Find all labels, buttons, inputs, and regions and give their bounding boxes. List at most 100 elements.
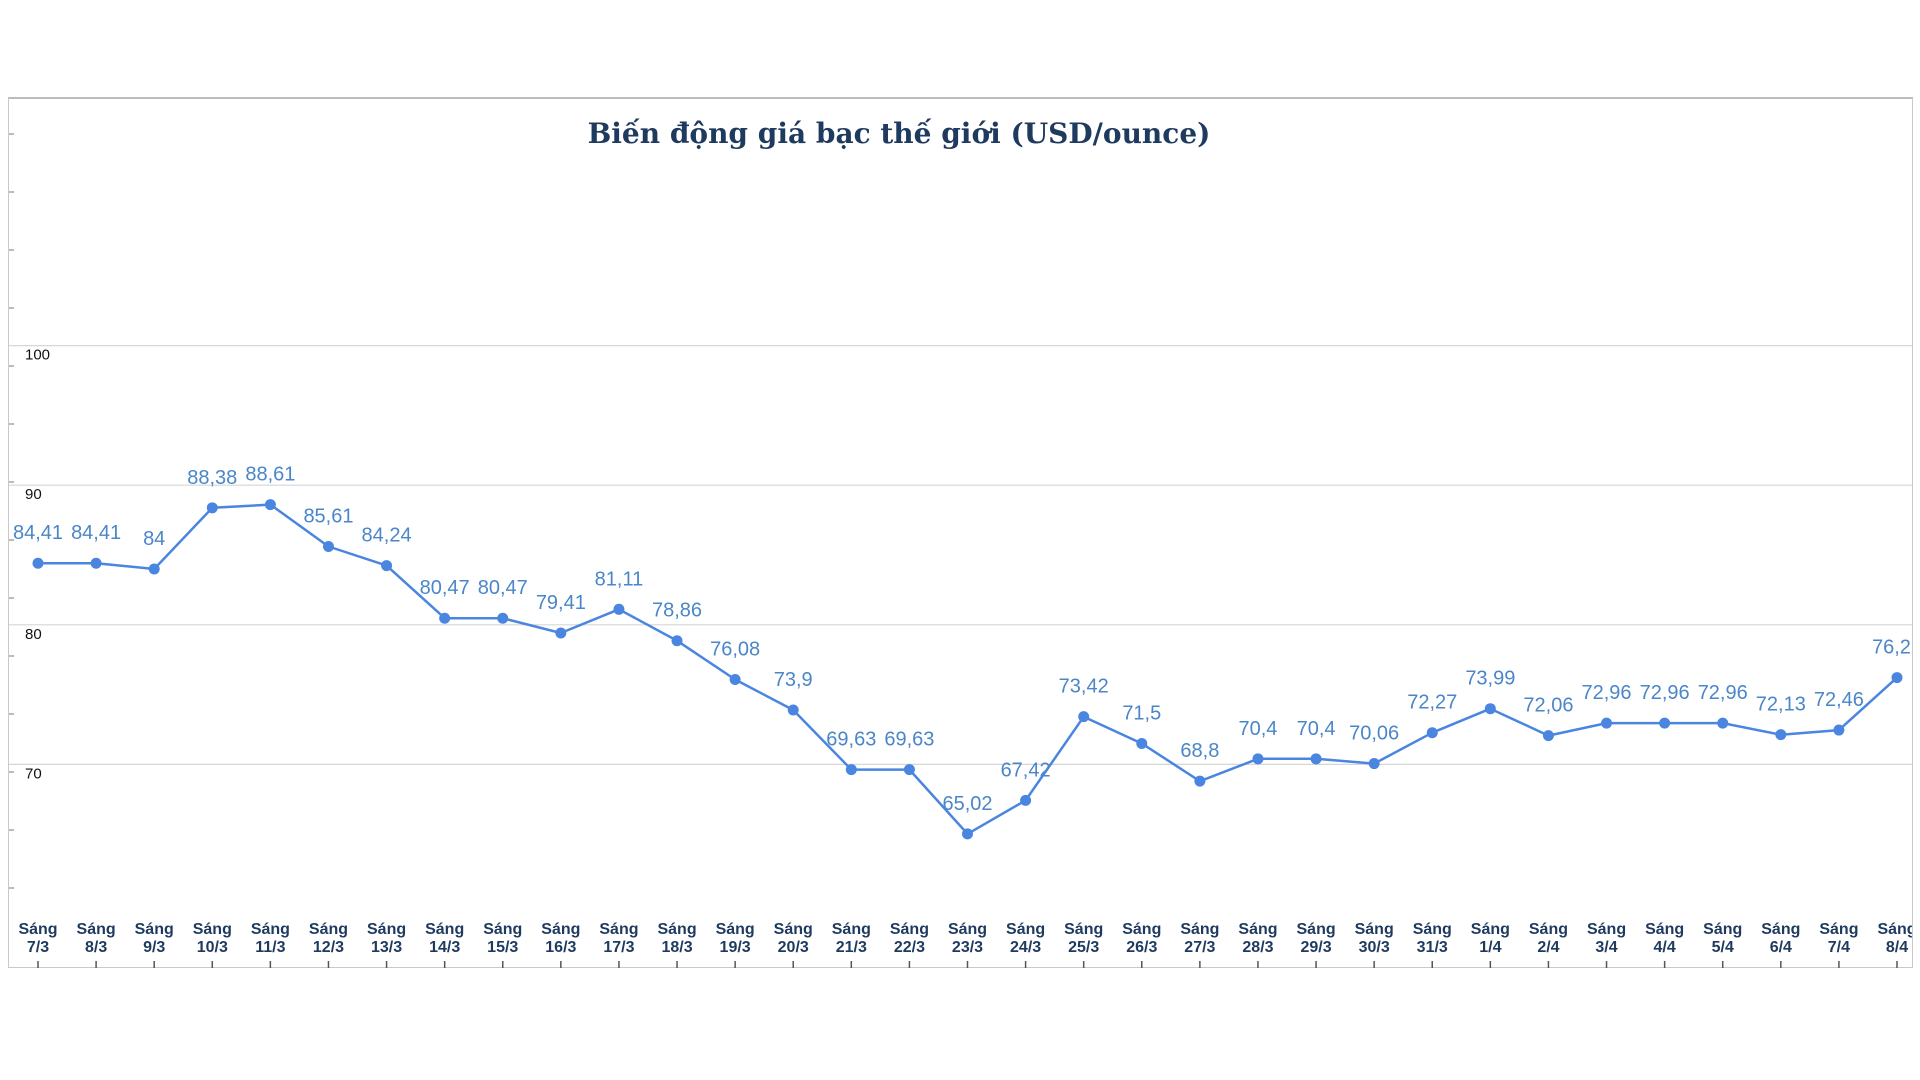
data-label: 68,8: [1180, 740, 1219, 762]
data-label: 70,06: [1349, 723, 1399, 745]
data-label: 81,11: [595, 568, 644, 590]
data-label: 72,46: [1814, 689, 1864, 711]
x-tick-label-line1: Sáng: [193, 921, 232, 938]
data-point[interactable]: [1020, 794, 1032, 806]
data-point[interactable]: [1542, 730, 1554, 742]
data-point[interactable]: [1252, 753, 1264, 765]
data-point[interactable]: [903, 764, 915, 776]
data-point[interactable]: [1775, 729, 1787, 741]
x-tick-label-line1: Sáng: [1297, 921, 1336, 938]
data-label: 67,42: [1001, 759, 1051, 781]
line-chart: 70 80 90 100 Biến động giá bạc thế giới (US…: [9, 117, 1912, 968]
data-point[interactable]: [729, 674, 741, 686]
data-label: 69,63: [884, 729, 934, 751]
x-tick-label-line2: 8/3: [85, 939, 107, 956]
data-point[interactable]: [90, 557, 102, 569]
x-tick-label-line2: 17/3: [603, 939, 634, 956]
x-tick-label-line2: 5/4: [1712, 939, 1734, 956]
x-tick-label-line1: Sáng: [425, 921, 464, 938]
chart-title: Biến động giá bạc thế giới (USD/ounce): [588, 117, 1211, 150]
x-tick-label-line2: 24/3: [1010, 939, 1041, 956]
x-tick-label-line1: Sáng: [77, 921, 116, 938]
x-tick-label-line2: 12/3: [313, 939, 344, 956]
x-tick-label-line1: Sáng: [1529, 921, 1568, 938]
x-tick-label-line2: 7/4: [1828, 939, 1850, 956]
data-point[interactable]: [1833, 724, 1845, 736]
data-label: 73,99: [1465, 668, 1515, 690]
data-point[interactable]: [1484, 703, 1496, 715]
data-label: 78,86: [652, 600, 702, 622]
data-point[interactable]: [1310, 753, 1322, 765]
data-point[interactable]: [787, 704, 799, 716]
x-tick-label-line1: Sáng: [309, 921, 348, 938]
x-tick-label-line1: Sáng: [657, 921, 696, 938]
data-label: 84,41: [13, 522, 63, 544]
x-tick-label-line1: Sáng: [1238, 921, 1277, 938]
data-point[interactable]: [32, 557, 44, 569]
x-tick-label-line1: Sáng: [1587, 921, 1626, 938]
data-point[interactable]: [671, 635, 683, 647]
data-label: 88,38: [187, 467, 237, 489]
x-tick-label-line1: Sáng: [541, 921, 580, 938]
x-tick-label-line2: 3/4: [1595, 939, 1617, 956]
data-point[interactable]: [1136, 737, 1148, 749]
data-point[interactable]: [1368, 758, 1380, 770]
x-tick-label-line1: Sáng: [1703, 921, 1742, 938]
data-point[interactable]: [962, 828, 973, 840]
data-point[interactable]: [845, 764, 857, 776]
data-point[interactable]: [148, 563, 160, 575]
x-tick-label-line1: Sáng: [18, 921, 57, 938]
x-tick-label-line1: Sáng: [599, 921, 638, 938]
x-tick-label-line2: 18/3: [661, 939, 692, 956]
data-label: 69,63: [826, 729, 876, 751]
data-point[interactable]: [1601, 717, 1613, 729]
data-point[interactable]: [264, 499, 276, 511]
x-tick-label-line2: 25/3: [1068, 939, 1099, 956]
x-tick-label-line2: 13/3: [371, 939, 402, 956]
data-label: 72,96: [1582, 682, 1632, 704]
x-tick-label-line1: Sáng: [1064, 921, 1103, 938]
data-point[interactable]: [439, 612, 451, 624]
x-tick-label-line1: Sáng: [1819, 921, 1858, 938]
x-tick-label-line1: Sáng: [1471, 921, 1510, 938]
chart-frame: 70 80 90 100 Biến động giá bạc thế giới (US…: [8, 97, 1913, 968]
y-tick-label: 70: [25, 765, 42, 782]
data-point[interactable]: [555, 627, 567, 639]
data-label: 84,41: [71, 522, 121, 544]
x-tick-label-line1: Sáng: [1006, 921, 1045, 938]
x-tick-label-line2: 27/3: [1184, 939, 1215, 956]
data-point[interactable]: [322, 540, 334, 552]
x-tick-label-line2: 16/3: [545, 939, 576, 956]
x-tick-label-line2: 14/3: [429, 939, 460, 956]
x-tick-label-line1: Sáng: [1180, 921, 1219, 938]
x-tick-label-line1: Sáng: [1761, 921, 1800, 938]
data-point[interactable]: [1891, 672, 1903, 684]
data-label: 72,96: [1698, 682, 1748, 704]
x-tick-label-line2: 20/3: [778, 939, 809, 956]
data-label: 72,06: [1523, 695, 1573, 717]
data-point[interactable]: [613, 603, 625, 615]
x-tick-label-line2: 6/4: [1770, 939, 1792, 956]
data-point[interactable]: [1078, 711, 1090, 723]
x-tick-label-line2: 23/3: [952, 939, 983, 956]
x-tick-label-line1: Sáng: [135, 921, 174, 938]
data-point[interactable]: [381, 560, 393, 572]
data-point[interactable]: [1426, 727, 1438, 739]
x-tick-label-line2: 30/3: [1359, 939, 1390, 956]
x-tick-label-line2: 4/4: [1654, 939, 1676, 956]
x-tick-label-line1: Sáng: [832, 921, 871, 938]
x-tick-label-line2: 7/3: [27, 939, 49, 956]
data-label: 70,4: [1239, 718, 1278, 740]
x-tick-label-line2: 9/3: [143, 939, 165, 956]
x-tick-label-line1: Sáng: [948, 921, 987, 938]
data-point[interactable]: [1659, 717, 1671, 729]
data-point[interactable]: [1194, 775, 1206, 787]
x-tick-label-line1: Sáng: [483, 921, 522, 938]
data-point[interactable]: [497, 612, 509, 624]
data-label: 73,42: [1059, 676, 1109, 698]
y-tick-label: 90: [25, 486, 42, 503]
data-point[interactable]: [206, 502, 218, 514]
series-line: [38, 503, 1898, 836]
data-point[interactable]: [1717, 717, 1729, 729]
x-tick-label-line2: 8/4: [1886, 939, 1908, 956]
